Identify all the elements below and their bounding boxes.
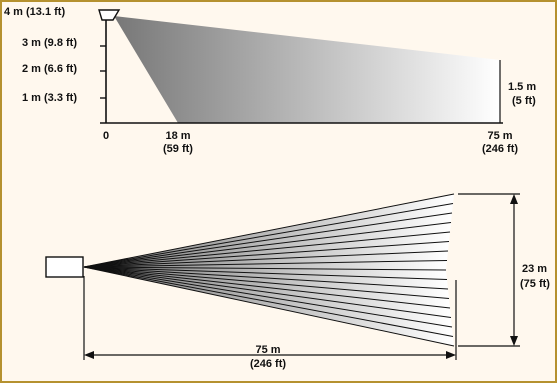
edge-height-metric: 1.5 m: [508, 81, 536, 93]
width-imperial: (75 ft): [520, 278, 550, 290]
zone-boundary-line: [83, 222, 452, 268]
zone-boundary-line: [83, 266, 449, 290]
near-distance-metric: 18 m: [165, 130, 190, 142]
zone-boundary-line: [83, 266, 450, 299]
zone-boundary-line: [83, 212, 453, 268]
zone-boundary-line: [83, 266, 455, 347]
height-label-3m: 3 m (9.8 ft): [22, 37, 77, 49]
far-distance-metric: 75 m: [487, 130, 512, 142]
range-imperial: (246 ft): [250, 358, 286, 370]
side-view: 4 m (13.1 ft) 3 m (9.8 ft) 2 m (6.6 ft) …: [4, 6, 536, 155]
side-coverage-area: [114, 16, 500, 123]
zone-boundary-line: [83, 241, 450, 268]
far-distance-imperial: (246 ft): [482, 143, 518, 155]
range-arrow-left: [84, 351, 94, 359]
detection-zone-fan: [83, 193, 455, 347]
height-label-4m: 4 m (13.1 ft): [4, 6, 65, 18]
zone-boundary-line: [83, 266, 448, 280]
height-label-1m: 1 m (3.3 ft): [22, 92, 77, 104]
top-view: 75 m (246 ft) 23 m (75 ft): [45, 193, 550, 370]
near-distance-imperial: (59 ft): [163, 143, 193, 155]
range-metric: 75 m: [255, 344, 280, 356]
zone-boundary-line: [83, 266, 447, 271]
zone-boundary-line: [83, 266, 453, 328]
origin-label: 0: [103, 130, 109, 142]
zone-boundary-line: [83, 250, 449, 268]
zone-boundary-line: [83, 266, 451, 309]
edge-height-imperial: (5 ft): [512, 95, 536, 107]
range-arrow-right: [446, 351, 456, 359]
zone-boundary-line: [83, 203, 454, 268]
zone-boundary-line: [83, 266, 454, 337]
sensor-side-icon: [98, 9, 121, 21]
zone-boundary-line: [83, 260, 448, 268]
width-metric: 23 m: [522, 263, 547, 275]
zone-boundary-line: [83, 193, 455, 268]
zone-boundary-line: [83, 231, 451, 268]
width-arrow-top: [510, 194, 518, 204]
zone-boundary-line: [83, 266, 452, 318]
height-label-2m: 2 m (6.6 ft): [22, 63, 77, 75]
width-arrow-bottom: [510, 336, 518, 346]
sensor-top-icon: [45, 256, 84, 278]
